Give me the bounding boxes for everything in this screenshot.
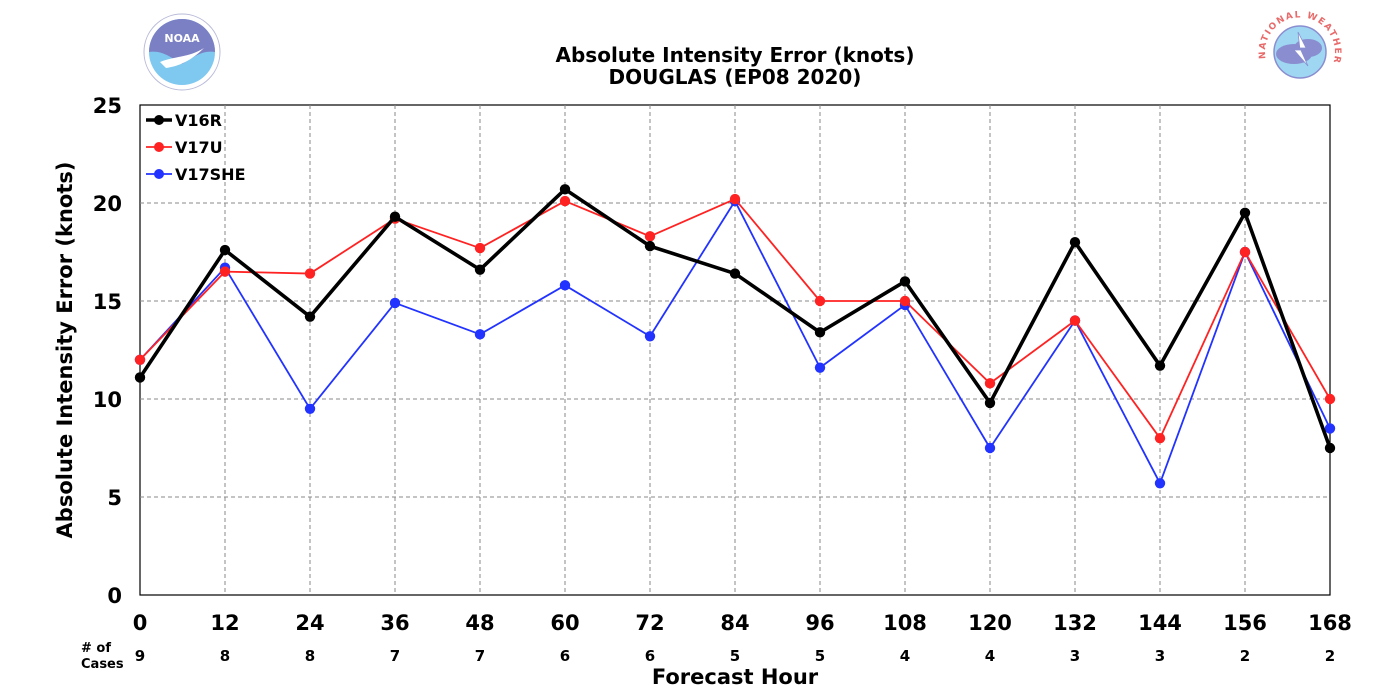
- data-point-v17u: [729, 193, 741, 205]
- x-tick-label: 96: [805, 611, 834, 635]
- data-point-v17u: [644, 231, 656, 242]
- legend-marker-v17u: [154, 142, 164, 152]
- case-count: 7: [475, 647, 485, 665]
- legend-label-v16r: V16R: [175, 111, 222, 130]
- x-tick-label: 0: [133, 611, 148, 635]
- axes: 0 12 24 36 48 60 72 84 96 108 120 132 144 156 168 0 5 10 1…: [93, 94, 1352, 635]
- data-point-v17she: [389, 297, 401, 309]
- x-tick-label: 84: [720, 611, 749, 635]
- chart-title: Absolute Intensity Error (knots): [556, 43, 915, 67]
- data-point-v17u: [1154, 433, 1166, 444]
- cases-header-line1: # of: [81, 641, 111, 656]
- data-point-v17she: [304, 403, 316, 414]
- x-tick-label: 168: [1308, 611, 1352, 635]
- y-tick-label: 5: [107, 486, 122, 510]
- data-point-v17u: [134, 354, 146, 365]
- case-count: 6: [645, 647, 655, 665]
- x-tick-label: 156: [1223, 611, 1267, 635]
- case-count: 8: [220, 647, 230, 665]
- data-point-v16r: [1154, 360, 1166, 371]
- x-axis-title: Forecast Hour: [652, 665, 819, 689]
- case-count: 5: [730, 647, 740, 665]
- data-point-v17u: [304, 268, 316, 279]
- data-point-v16r: [474, 264, 486, 275]
- data-point-v17she: [1324, 423, 1336, 434]
- y-tick-label: 25: [93, 94, 122, 118]
- y-tick-label: 0: [107, 584, 122, 608]
- x-tick-label: 144: [1138, 611, 1182, 635]
- noaa-logo-icon: NOAA: [143, 13, 221, 91]
- y-axis-title: Absolute Intensity Error (knots): [53, 162, 77, 539]
- data-point-v17u: [219, 266, 231, 277]
- data-point-v16r: [984, 397, 996, 409]
- data-point-v17she: [559, 280, 571, 291]
- data-point-v16r: [389, 211, 401, 222]
- x-tick-label: 60: [550, 611, 579, 635]
- data-point-v16r: [1069, 237, 1081, 248]
- data-point-v16r: [134, 372, 146, 383]
- case-count: 2: [1240, 647, 1250, 665]
- data-point-v17u: [559, 195, 571, 207]
- nws-logo-icon: NATIONAL WEATHER SERVICE: [1258, 10, 1341, 90]
- case-count: 5: [815, 647, 825, 665]
- legend-marker-v16r: [154, 115, 164, 125]
- legend-label-v17she: V17SHE: [175, 165, 246, 184]
- x-tick-label: 72: [635, 611, 664, 635]
- data-point-v16r: [899, 276, 911, 287]
- chart-subtitle: DOUGLAS (EP08 2020): [609, 65, 862, 89]
- case-count: 3: [1155, 647, 1165, 665]
- data-point-v17she: [814, 362, 826, 373]
- case-count: 2: [1325, 647, 1335, 665]
- x-tick-label: 108: [883, 611, 927, 635]
- data-point-v17u: [984, 378, 996, 389]
- data-point-v17she: [474, 329, 486, 340]
- data-point-v16r: [729, 268, 741, 279]
- data-point-v16r: [304, 311, 316, 322]
- data-point-v17u: [1069, 315, 1081, 326]
- legend: V16R V17U V17SHE: [146, 111, 246, 184]
- noaa-logo-text: NOAA: [164, 32, 200, 45]
- legend-marker-v17she: [154, 169, 164, 179]
- data-point-v16r: [559, 184, 571, 195]
- data-point-v17u: [814, 295, 826, 307]
- cases-header-line2: Cases: [81, 657, 124, 672]
- data-point-v17she: [1154, 478, 1166, 489]
- data-point-v16r: [644, 240, 656, 252]
- case-counts: 9 8 8 7 7 6 6 5 5 4 4 3 3 2 2: [135, 647, 1335, 665]
- case-count: 7: [390, 647, 400, 665]
- case-count: 4: [985, 647, 995, 665]
- data-point-v17u: [474, 242, 486, 254]
- x-tick-label: 48: [465, 611, 494, 635]
- y-tick-label: 10: [93, 388, 122, 412]
- data-point-v17u: [1324, 393, 1336, 405]
- data-point-v17u: [899, 295, 911, 307]
- data-point-v17she: [644, 331, 656, 342]
- data-point-v16r: [1324, 442, 1336, 454]
- x-tick-label: 12: [210, 611, 239, 635]
- x-tick-label: 24: [295, 611, 324, 635]
- legend-label-v17u: V17U: [175, 138, 223, 157]
- data-point-v17u: [1239, 246, 1251, 258]
- y-tick-label: 15: [93, 290, 122, 314]
- series-layer: [134, 184, 1336, 489]
- case-count: 4: [900, 647, 910, 665]
- case-count: 6: [560, 647, 570, 665]
- case-count: 3: [1070, 647, 1080, 665]
- data-point-v16r: [814, 327, 826, 338]
- data-point-v17she: [984, 442, 996, 454]
- x-tick-label: 36: [380, 611, 409, 635]
- data-point-v16r: [219, 244, 231, 256]
- x-tick-label: 132: [1053, 611, 1097, 635]
- y-tick-label: 20: [93, 192, 122, 216]
- x-tick-label: 120: [968, 611, 1012, 635]
- case-count: 9: [135, 647, 145, 665]
- data-point-v16r: [1239, 207, 1251, 218]
- case-count: 8: [305, 647, 315, 665]
